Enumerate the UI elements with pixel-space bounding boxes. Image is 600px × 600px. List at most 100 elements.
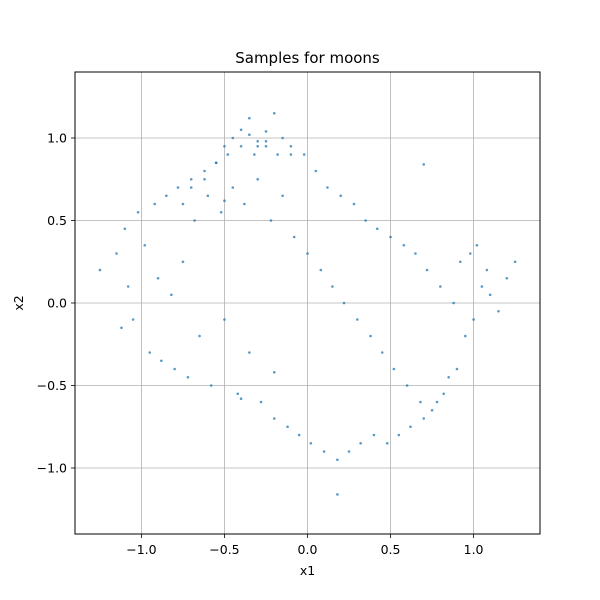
scatter-point [372, 433, 376, 437]
scatter-point [170, 293, 173, 297]
scatter-point [272, 417, 276, 420]
scatter-point [458, 260, 462, 264]
scatter-point [281, 136, 284, 140]
x-tick-label: 0.5 [381, 542, 401, 557]
scatter-point [314, 169, 318, 173]
scatter-point [468, 252, 472, 255]
scatter-point [226, 153, 230, 156]
scatter-point [115, 252, 118, 255]
scatter-point [397, 433, 401, 437]
scatter-point [239, 144, 243, 148]
scatter-point [281, 194, 284, 198]
scatter-point [375, 227, 379, 231]
scatter-point [236, 392, 240, 396]
y-tick-label: −1.0 [37, 461, 67, 476]
scatter-point [206, 194, 210, 198]
scatter-point [173, 367, 176, 371]
scatter-point [203, 169, 206, 173]
scatter-point [322, 450, 326, 453]
scatter-point [435, 400, 439, 404]
scatter-point [452, 301, 455, 305]
scatter-point [223, 318, 226, 321]
x-axis-label: x1 [300, 563, 315, 578]
scatter-point [223, 199, 226, 202]
y-tick-label: 0.0 [47, 296, 67, 311]
scatter-point [259, 400, 263, 404]
scatter-point [165, 194, 168, 198]
scatter-point [422, 417, 426, 420]
scatter-point [160, 359, 163, 363]
scatter-point [148, 351, 152, 354]
scatter-point [219, 210, 223, 214]
x-tick-label: −1.0 [126, 542, 156, 557]
scatter-point [286, 425, 289, 429]
scatter-point [475, 243, 479, 247]
scatter-point [339, 194, 343, 198]
scatter-point [302, 153, 306, 156]
x-tick-label: 1.0 [464, 542, 484, 557]
scatter-point [369, 334, 372, 338]
scatter-point [143, 243, 147, 247]
scatter-point [442, 392, 445, 396]
scatter-point [231, 186, 235, 189]
scatter-point [243, 202, 246, 206]
scatter-point [248, 133, 251, 136]
scatter-point [189, 177, 193, 181]
scatter-point [264, 144, 268, 148]
scatter-point [297, 433, 301, 437]
scatter-point [380, 351, 384, 354]
x-tick-label: 0.0 [298, 542, 318, 557]
scatter-point [364, 219, 367, 222]
scatter-point [289, 144, 293, 148]
scatter-point [209, 384, 213, 387]
scatter-point [248, 116, 251, 120]
scatter-point [264, 130, 268, 133]
y-axis-label: x2 [11, 295, 26, 310]
y-tick-label: 1.0 [47, 131, 67, 146]
scatter-point [347, 450, 351, 453]
scatter-point [497, 309, 500, 313]
scatter-point [248, 351, 251, 354]
scatter-point [309, 441, 313, 445]
scatter-point [455, 367, 459, 371]
x-axis-ticks: −1.0 −0.5 0.0 0.5 1.0 [126, 534, 484, 557]
scatter-point [480, 285, 484, 288]
scatter-point [264, 140, 268, 143]
chart-title: Samples for moons [235, 49, 380, 67]
scatter-point [120, 326, 123, 330]
scatter-point [306, 252, 309, 255]
scatter-point [419, 400, 422, 404]
scatter-point [126, 285, 130, 288]
y-tick-label: 0.5 [47, 213, 67, 228]
scatter-point [430, 408, 434, 412]
scatter-point [153, 202, 157, 206]
scatter-point [181, 260, 185, 264]
scatter-point [389, 235, 392, 239]
scatter-point [193, 219, 196, 222]
scatter-point [513, 260, 517, 264]
scatter-point [256, 177, 259, 181]
scatter-point [276, 153, 279, 156]
scatter-point [447, 375, 450, 379]
scatter-point [463, 334, 467, 338]
scatter-point [505, 276, 509, 280]
scatter-point [256, 144, 259, 148]
scatter-point [488, 293, 492, 297]
scatter-point [272, 371, 276, 374]
scatter-point [231, 136, 235, 140]
x-tick-label: −0.5 [209, 542, 239, 557]
scatter-point [405, 384, 409, 387]
scatter-point [485, 268, 489, 272]
scatter-point [352, 202, 356, 206]
scatter-point [203, 177, 206, 181]
scatter-point [359, 441, 362, 445]
scatter-point [181, 202, 185, 206]
scatter-point [189, 186, 193, 189]
scatter-point [472, 318, 475, 321]
scatter-point [198, 334, 201, 338]
scatter-point [292, 235, 296, 239]
scatter-point [409, 425, 412, 429]
grid-lines [75, 72, 540, 534]
scatter-point [342, 301, 346, 305]
